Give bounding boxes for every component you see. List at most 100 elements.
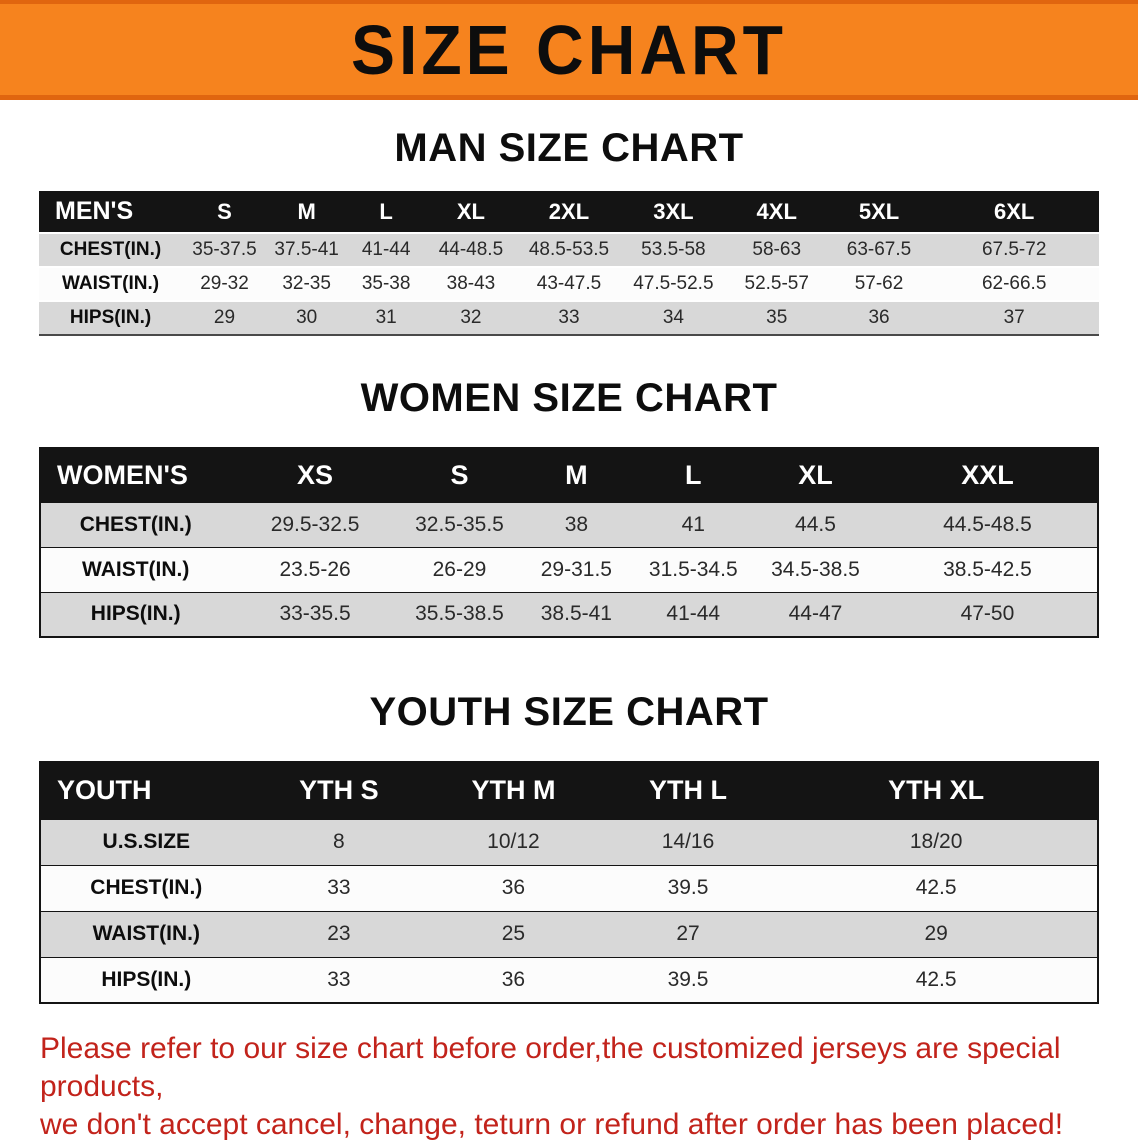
size-value: 52.5-57 xyxy=(744,273,809,294)
row-label: HIPS(IN.) xyxy=(69,307,152,328)
row-label: CHEST(IN.) xyxy=(59,239,162,260)
row-label: WAIST(IN.) xyxy=(82,557,190,581)
column-header: 2XL xyxy=(548,198,590,224)
table-row: HIPS(IN.) 29 30 31 32 33 34 35 36 37 xyxy=(39,301,1099,335)
size-value: 33-35.5 xyxy=(279,602,351,626)
column-header: S xyxy=(217,198,232,224)
column-header: XL xyxy=(798,459,833,490)
size-value: 41 xyxy=(681,512,705,536)
table-row: WAIST(IN.) 23.5-26 26-29 29-31.5 31.5-34… xyxy=(40,547,1098,592)
size-value: 29 xyxy=(924,922,948,945)
size-value: 47.5-52.5 xyxy=(633,273,714,294)
column-header: L xyxy=(379,198,393,224)
size-value: 39.5 xyxy=(667,967,709,991)
size-value: 8 xyxy=(333,830,345,853)
men-header-row: MEN'S S M L XL 2XL 3XL 4XL 5XL 6XL xyxy=(39,191,1099,233)
row-label: HIPS(IN.) xyxy=(90,602,181,626)
row-label: CHEST(IN.) xyxy=(79,512,192,536)
size-value: 25 xyxy=(501,922,526,945)
size-value: 39.5 xyxy=(667,876,709,899)
table-row: HIPS(IN.) 33-35.5 35.5-38.5 38.5-41 41-4… xyxy=(40,592,1098,637)
size-value: 32-35 xyxy=(282,273,331,294)
size-value: 42.5 xyxy=(915,876,957,899)
size-value: 18/20 xyxy=(909,830,963,853)
column-header: L xyxy=(685,459,702,490)
size-value: 31.5-34.5 xyxy=(648,557,738,581)
women-size-table: WOMEN'S XS S M L XL XXL CHEST(IN.) 29.5-… xyxy=(39,447,1099,638)
size-value: 38.5-42.5 xyxy=(943,557,1032,581)
size-value: 35-38 xyxy=(361,273,411,294)
size-value: 67.5-72 xyxy=(981,239,1047,260)
column-header: XS xyxy=(297,459,334,490)
table-corner-label: WOMEN'S xyxy=(57,459,188,490)
column-header: YTH M xyxy=(471,775,556,806)
table-row: U.S.SIZE 8 10/12 14/16 18/20 xyxy=(40,819,1098,865)
table-row: CHEST(IN.) 29.5-32.5 32.5-35.5 38 41 44.… xyxy=(40,502,1098,547)
banner-title: SIZE CHART xyxy=(351,10,787,89)
table-corner-label: YOUTH xyxy=(57,775,152,806)
column-header: M xyxy=(565,459,588,490)
size-value: 44-47 xyxy=(788,602,843,626)
size-value: 44-48.5 xyxy=(438,239,504,260)
size-value: 29-31.5 xyxy=(540,557,612,581)
row-label: CHEST(IN.) xyxy=(90,876,203,899)
row-label: WAIST(IN.) xyxy=(92,922,200,945)
size-value: 41-44 xyxy=(666,602,721,626)
size-value: 36 xyxy=(501,876,526,899)
size-value: 57-62 xyxy=(854,273,904,294)
column-header: 6XL xyxy=(994,198,1035,224)
disclaimer: Please refer to our size chart before or… xyxy=(40,1030,1100,1144)
size-value: 58-63 xyxy=(752,239,802,260)
table-row: CHEST(IN.) 35-37.5 37.5-41 41-44 44-48.5… xyxy=(39,233,1099,267)
size-value: 10/12 xyxy=(487,830,540,853)
size-value: 36 xyxy=(868,307,890,328)
row-label: U.S.SIZE xyxy=(102,830,191,853)
disclaimer-line-2: we don't accept cancel, change, teturn o… xyxy=(40,1108,1064,1141)
size-value: 53.5-58 xyxy=(641,239,706,260)
youth-section-heading: YOUTH SIZE CHART xyxy=(369,690,769,734)
size-value: 31 xyxy=(375,307,397,328)
size-value: 33 xyxy=(327,876,351,899)
size-value: 35-37.5 xyxy=(192,239,257,260)
size-value: 42.5 xyxy=(915,967,957,991)
men-size-table: MEN'S S M L XL 2XL 3XL 4XL 5XL 6XL CHEST… xyxy=(39,191,1099,336)
size-value: 33 xyxy=(558,307,580,328)
size-value: 27 xyxy=(676,922,700,945)
size-value: 43-47.5 xyxy=(536,273,602,294)
table-row: HIPS(IN.) 33 36 39.5 42.5 xyxy=(40,957,1098,1003)
column-header: 4XL xyxy=(756,198,797,224)
women-header-row: WOMEN'S XS S M L XL XXL xyxy=(40,448,1098,502)
disclaimer-line-1: Please refer to our size chart before or… xyxy=(40,1032,1061,1103)
size-value: 33 xyxy=(327,967,351,991)
size-value: 37 xyxy=(1003,307,1025,328)
size-value: 41-44 xyxy=(361,239,411,260)
size-value: 38.5-41 xyxy=(540,602,612,626)
size-value: 36 xyxy=(501,967,526,991)
column-header: YTH S xyxy=(299,775,379,806)
size-value: 23.5-26 xyxy=(279,557,351,581)
table-row: WAIST(IN.) 29-32 32-35 35-38 38-43 43-47… xyxy=(39,267,1099,301)
column-header: XL xyxy=(456,198,485,224)
men-section-heading: MAN SIZE CHART xyxy=(394,126,744,170)
size-value: 32.5-35.5 xyxy=(415,512,504,536)
column-header: XXL xyxy=(961,459,1014,490)
size-value: 47-50 xyxy=(960,602,1015,626)
table-corner-label: MEN'S xyxy=(55,197,134,225)
table-row: CHEST(IN.) 33 36 39.5 42.5 xyxy=(40,865,1098,911)
column-header: 5XL xyxy=(858,198,900,224)
size-value: 29-32 xyxy=(200,273,249,294)
size-value: 30 xyxy=(296,307,318,328)
size-value: 23 xyxy=(327,922,351,945)
column-header: 3XL xyxy=(653,198,694,224)
size-value: 14/16 xyxy=(661,830,715,853)
row-label: HIPS(IN.) xyxy=(101,967,192,991)
size-value: 35.5-38.5 xyxy=(415,602,504,626)
youth-header-row: YOUTH YTH S YTH M YTH L YTH XL xyxy=(40,762,1098,819)
size-value: 48.5-53.5 xyxy=(528,239,610,260)
column-header: YTH XL xyxy=(888,775,985,806)
size-value: 29 xyxy=(213,307,236,328)
size-value: 29.5-32.5 xyxy=(270,512,360,536)
size-value: 63-67.5 xyxy=(846,239,912,260)
size-chart-banner: SIZE CHART xyxy=(0,0,1138,100)
size-value: 34.5-38.5 xyxy=(771,557,860,581)
